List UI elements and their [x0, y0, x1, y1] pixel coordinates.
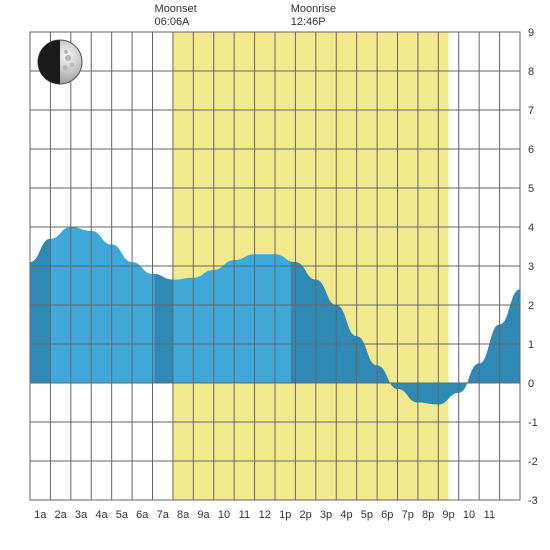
x-tick-label: 8a [177, 509, 190, 521]
y-tick-label: -1 [528, 417, 538, 429]
y-tick-label: 2 [528, 300, 534, 312]
y-tick-label: -3 [528, 495, 538, 507]
x-tick-label: 3p [320, 509, 332, 521]
x-tick-label: 4a [95, 509, 108, 521]
x-tick-label: 10 [218, 509, 230, 521]
x-tick-label: 2p [300, 509, 312, 521]
x-tick-label: 2a [55, 509, 68, 521]
x-tick-label: 3a [75, 509, 88, 521]
moonset-label: Moonset [155, 3, 197, 15]
tide-chart: -3-2-101234567891a2a3a4a5a6a7a8a9a101112… [0, 0, 550, 550]
y-tick-label: 3 [528, 261, 534, 273]
moon-phase-icon [38, 40, 82, 84]
x-tick-label: 12 [259, 509, 271, 521]
x-tick-label: 1a [34, 509, 47, 521]
x-tick-label: 5p [361, 509, 373, 521]
y-tick-label: 7 [528, 105, 534, 117]
moonrise-label: Moonrise [291, 3, 336, 15]
x-tick-label: 9a [197, 509, 210, 521]
x-tick-label: 6p [381, 509, 393, 521]
y-tick-label: 5 [528, 183, 534, 195]
x-tick-label: 9p [442, 509, 454, 521]
y-tick-label: 6 [528, 144, 534, 156]
y-tick-label: 1 [528, 339, 534, 351]
x-tick-label: 1p [279, 509, 291, 521]
moonset-time: 06:06A [155, 16, 191, 28]
x-tick-label: 11 [484, 509, 495, 521]
x-tick-label: 10 [463, 509, 475, 521]
y-tick-label: 4 [528, 222, 534, 234]
x-tick-label: 4p [340, 509, 352, 521]
x-tick-label: 7a [157, 509, 170, 521]
y-tick-label: 9 [528, 27, 534, 39]
x-tick-label: 5a [116, 509, 129, 521]
y-tick-label: -2 [528, 456, 538, 468]
x-tick-label: 7p [402, 509, 414, 521]
x-tick-label: 11 [239, 509, 250, 521]
y-tick-label: 0 [528, 378, 534, 390]
x-tick-label: 6a [136, 509, 149, 521]
moonrise-time: 12:46P [291, 16, 326, 28]
y-tick-label: 8 [528, 66, 534, 78]
x-tick-label: 8p [422, 509, 434, 521]
